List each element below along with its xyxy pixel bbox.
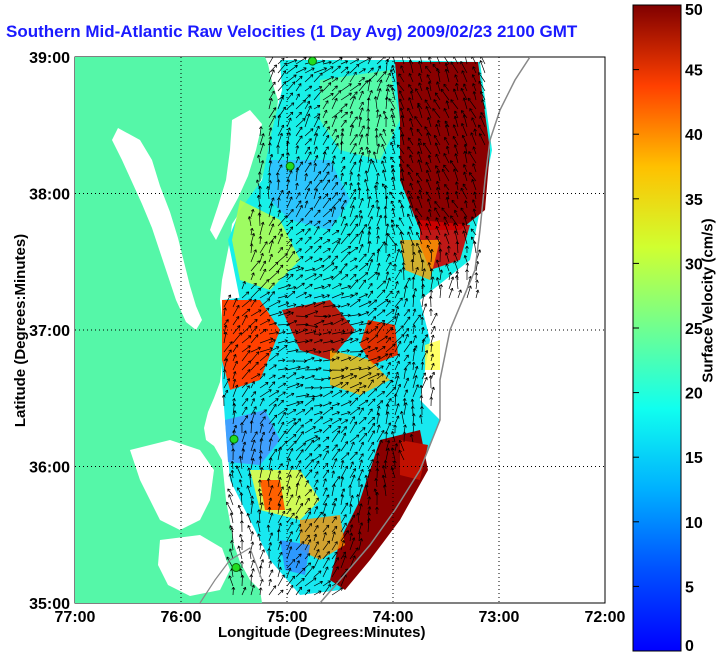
y-tick-label: 37:00 — [29, 323, 70, 340]
map-title: Southern Mid-Atlantic Raw Velocities (1 … — [6, 22, 578, 41]
colorbar — [632, 4, 682, 652]
x-tick-label: 74:00 — [373, 609, 414, 626]
x-axis-ticks: 77:00 76:00 75:00 74:00 73:00 72:00 — [55, 609, 626, 626]
y-tick-label: 39:00 — [29, 50, 70, 67]
x-tick-label: 75:00 — [267, 609, 308, 626]
y-tick-label: 38:00 — [29, 187, 70, 204]
colorbar-tick-label: 30 — [685, 256, 703, 273]
grid-lines — [75, 57, 605, 603]
velocity-vectors — [221, 57, 486, 596]
colorbar-tick-label: 10 — [685, 515, 703, 532]
delaware-bay — [210, 110, 262, 240]
colorbar-tick-label: 20 — [685, 386, 703, 403]
colorbar-tick-label: 40 — [685, 127, 703, 144]
velocity-arrows — [221, 57, 486, 596]
colorbar-tick-label: 35 — [685, 192, 703, 209]
x-tick-label: 77:00 — [55, 609, 96, 626]
x-tick-label: 76:00 — [161, 609, 202, 626]
colorbar-tick-label: 0 — [685, 638, 694, 655]
pamlico-sound — [158, 535, 230, 596]
shelf-contour — [319, 57, 531, 603]
x-axis-label: Longitude (Degrees:Minutes) — [218, 624, 426, 641]
chesapeake-bay — [112, 128, 202, 330]
station-marker — [229, 434, 239, 444]
colorbar-ticks: 0 5 10 15 20 25 30 35 40 45 50 — [633, 2, 703, 655]
y-axis-label: Latitude (Degrees:Minutes) — [12, 233, 30, 427]
colorbar-label: Surface Velocity (cm/s) — [699, 217, 717, 383]
colorbar-tick-label: 50 — [685, 2, 703, 19]
station-marker — [307, 56, 317, 66]
x-tick-label: 72:00 — [585, 609, 626, 626]
y-tick-label: 36:00 — [29, 460, 70, 477]
albemarle-sound — [130, 440, 214, 530]
colorbar-tick-label: 45 — [685, 63, 703, 80]
coastline-contour — [199, 547, 263, 603]
y-axis-ticks: 35:00 36:00 37:00 38:00 39:00 — [29, 50, 70, 613]
y-tick-label: 35:00 — [29, 596, 70, 613]
x-tick-label: 73:00 — [479, 609, 520, 626]
colorbar-tick-label: 25 — [685, 321, 703, 338]
velocity-field — [222, 60, 492, 595]
colorbar-tick-label: 15 — [685, 450, 703, 467]
colorbar-tick-label: 5 — [685, 579, 694, 596]
station-marker — [231, 563, 241, 573]
station-marker — [285, 161, 295, 171]
hf-radar-stations — [229, 56, 317, 573]
